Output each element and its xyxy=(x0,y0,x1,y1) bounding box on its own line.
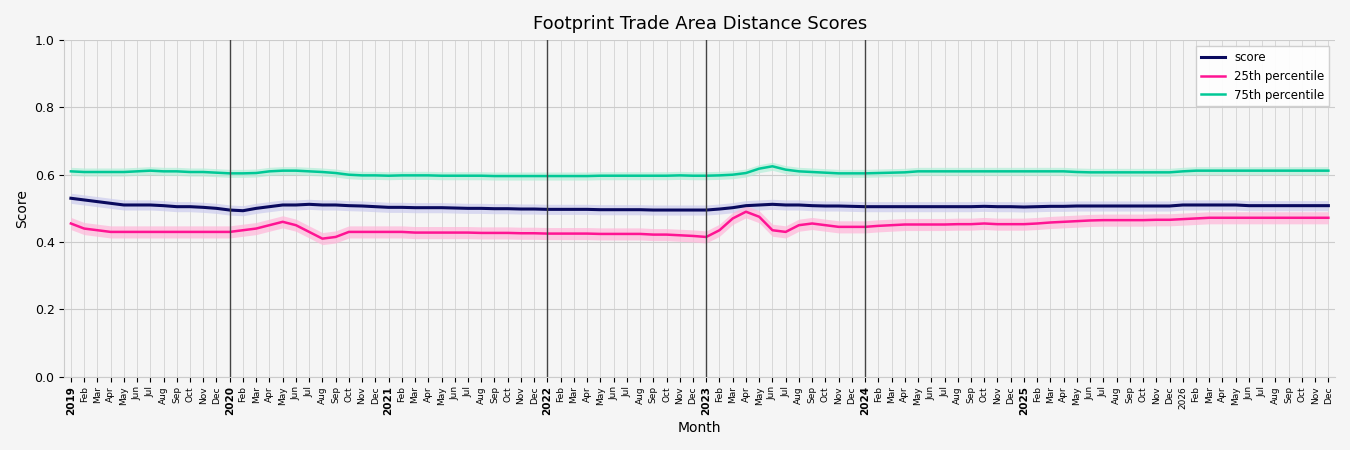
score xyxy=(751,202,767,208)
75th percentile xyxy=(235,171,251,176)
Y-axis label: Score: Score xyxy=(15,189,28,228)
25th percentile xyxy=(235,228,251,233)
score xyxy=(1227,202,1243,208)
75th percentile xyxy=(420,173,436,178)
Line: 25th percentile: 25th percentile xyxy=(72,212,1328,239)
score xyxy=(711,207,728,212)
score xyxy=(235,208,251,213)
25th percentile xyxy=(618,231,634,237)
Line: 75th percentile: 75th percentile xyxy=(72,166,1328,176)
25th percentile xyxy=(738,209,755,214)
X-axis label: Month: Month xyxy=(678,421,721,435)
25th percentile xyxy=(1320,215,1336,220)
75th percentile xyxy=(751,166,767,171)
25th percentile xyxy=(1241,215,1257,220)
score xyxy=(433,205,450,211)
75th percentile xyxy=(764,164,780,169)
25th percentile xyxy=(764,228,780,233)
75th percentile xyxy=(486,173,502,179)
score xyxy=(248,206,265,211)
score xyxy=(1320,203,1336,208)
25th percentile xyxy=(63,221,80,226)
75th percentile xyxy=(1320,168,1336,173)
Title: Footprint Trade Area Distance Scores: Footprint Trade Area Distance Scores xyxy=(532,15,867,33)
25th percentile xyxy=(711,228,728,233)
score xyxy=(618,207,634,212)
75th percentile xyxy=(63,169,80,174)
25th percentile xyxy=(315,236,331,241)
Line: score: score xyxy=(72,198,1328,211)
25th percentile xyxy=(433,230,450,235)
score xyxy=(63,196,80,201)
75th percentile xyxy=(618,173,634,178)
Legend: score, 25th percentile, 75th percentile: score, 25th percentile, 75th percentile xyxy=(1196,46,1330,106)
75th percentile xyxy=(711,173,728,178)
75th percentile xyxy=(1241,168,1257,173)
